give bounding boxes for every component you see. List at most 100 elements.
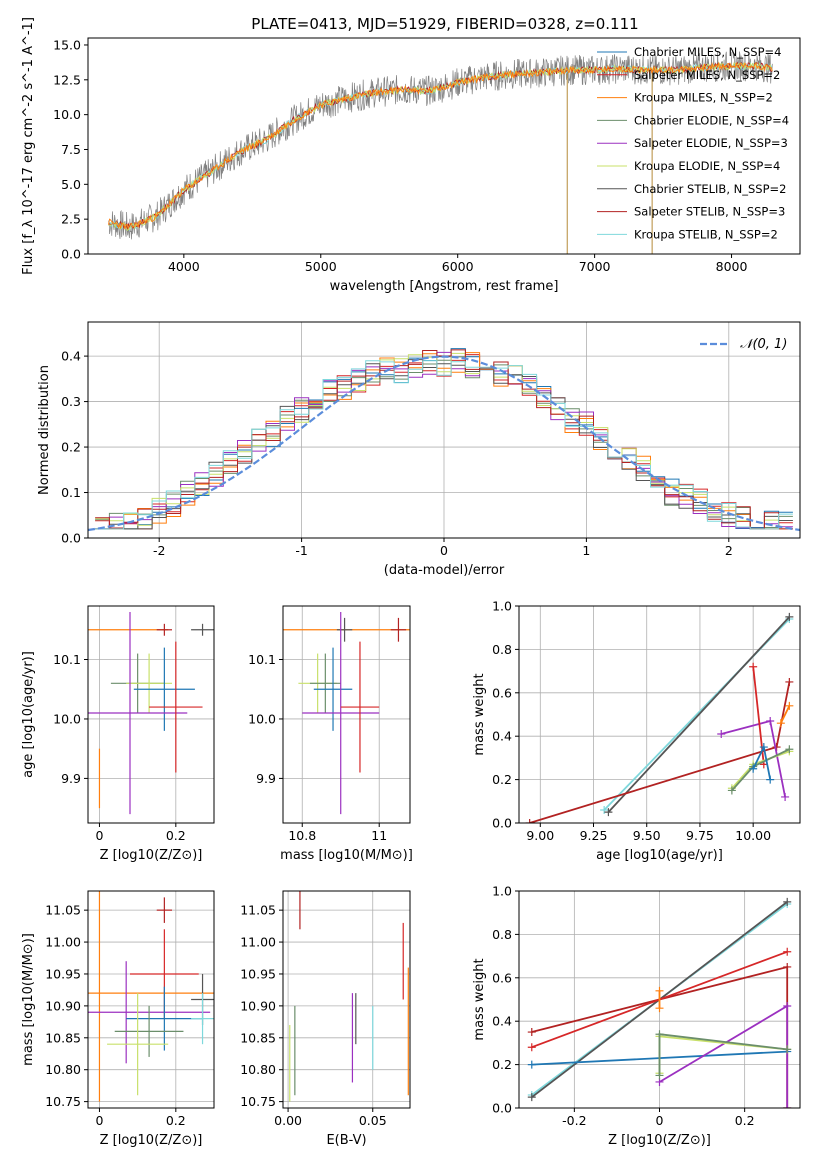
weight-marker (785, 612, 794, 621)
legend: Chabrier MILES, N_SSP=4 Salpeter MILES, N… (597, 45, 789, 241)
plot-area (88, 611, 214, 815)
legend-entry: Chabrier MILES, N_SSP=4 (634, 45, 781, 59)
y-tick-label: 10.0 (53, 711, 81, 726)
x-axis-label: Z [log10(Z/Z⊙)] (100, 1133, 203, 1148)
histogram-step-line (95, 354, 793, 530)
x-axis-label: mass [log10(M/M⊙)] (280, 848, 413, 863)
y-axis-label: Normed distribution (37, 365, 52, 495)
weight-marker (783, 1045, 792, 1054)
legend-entry: Kroupa ELODIE, N_SSP=4 (634, 159, 780, 173)
y-axis-label: mass weight (472, 958, 487, 1040)
y-tick-label: 0.4 (61, 349, 81, 364)
weight-marker (783, 1002, 792, 1011)
panel-age_vs_mass: 10.8 11 9.9 10.0 10.1 mass [log10(M/M⊙)] (248, 605, 413, 863)
axes-frame (518, 890, 801, 1109)
y-tick-label: 10.75 (45, 1094, 81, 1109)
y-axis-label: mass [log10(M/M⊙)] (21, 933, 36, 1066)
weight-marker (527, 1028, 536, 1037)
weight-marker (527, 1060, 536, 1069)
x-tick-label: 6000 (442, 259, 474, 274)
weight-line (731, 750, 790, 789)
histogram-step-line (95, 351, 793, 530)
x-tick-label: -0.2 (562, 1113, 586, 1128)
y-tick-label: 0.6 (492, 685, 512, 700)
figure-title: PLATE=0413, MJD=51929, FIBERID=0328, z=0… (251, 15, 638, 33)
y-tick-label: 0.0 (492, 816, 512, 831)
y-tick-label: 0.4 (492, 729, 512, 744)
legend-entry: Chabrier ELODIE, N_SSP=4 (634, 113, 789, 127)
y-tick-label: 0.2 (61, 440, 81, 455)
axes-frame (282, 605, 411, 824)
plot-area (283, 611, 410, 815)
y-axis-label: Flux [f_λ 10^-17 erg cm^-2 s^-1 A^-1] (21, 17, 36, 275)
weight-marker (783, 962, 792, 971)
weight-marker (655, 1004, 664, 1013)
weight-marker (759, 743, 768, 752)
x-tick-label: 9.75 (686, 828, 714, 843)
y-tick-label: 9.9 (61, 771, 81, 786)
y-tick-label: 9.9 (256, 771, 276, 786)
y-tick-label: 11.05 (240, 903, 276, 918)
plot-area (88, 348, 800, 532)
y-tick-label: 15.0 (53, 37, 81, 52)
legend-entry: 𝒩(0, 1) (740, 337, 787, 352)
weight-line (607, 616, 791, 813)
x-tick-label: 0.05 (359, 1113, 387, 1128)
x-tick-label: 0 (656, 1113, 664, 1128)
weight-marker (776, 719, 785, 728)
x-tick-label: -2 (153, 543, 165, 558)
panel-weight_vs_age: 9.00 9.25 9.50 9.75 10.00 0.0 0.2 0.4 0.6 0.8 1.0 a… (472, 599, 801, 863)
x-axis-label: wavelength [Angstrom, rest frame] (330, 279, 559, 294)
y-tick-label: 10.1 (248, 652, 276, 667)
y-tick-label: 7.5 (61, 142, 81, 157)
x-tick-label: 9.50 (633, 828, 661, 843)
x-tick-label: 0.2 (166, 828, 186, 843)
axes-frame (87, 321, 801, 539)
y-tick-label: 11.00 (240, 935, 276, 950)
weight-marker (600, 805, 609, 814)
x-tick-label: 11 (371, 828, 387, 843)
legend-entry: Salpeter STELIB, N_SSP=3 (634, 205, 785, 219)
plot-area (108, 49, 773, 254)
y-tick-label: 10.1 (53, 652, 81, 667)
model-spectrum-line (108, 61, 773, 230)
axes-frame (518, 605, 801, 824)
weight-marker (785, 745, 794, 754)
y-tick-label: 0.8 (492, 642, 512, 657)
plot-area (88, 891, 214, 1102)
panel-age_vs_Z: 0 0.2 9.9 10.0 10.1 Z [log10(Z/Z⊙)] age [log10… (21, 605, 215, 863)
y-tick-label: 10.75 (240, 1094, 276, 1109)
weight-marker (749, 764, 758, 773)
weight-marker (766, 717, 775, 726)
weight-marker (655, 1071, 664, 1080)
panel-mass_vs_Z: 0 0.2 10.75 10.80 10.85 10.90 10.95 11.00 11.05 Z… (21, 890, 215, 1148)
weight-marker (785, 701, 794, 710)
y-tick-label: 1.0 (492, 884, 512, 899)
x-axis-label: Z [log10(Z/Z⊙)] (608, 1133, 711, 1148)
y-tick-label: 10.80 (240, 1062, 276, 1077)
y-tick-label: 0.4 (492, 1014, 512, 1029)
x-tick-label: 2 (725, 543, 733, 558)
y-tick-label: 0.6 (492, 970, 512, 985)
y-tick-label: 10.85 (45, 1030, 81, 1045)
x-tick-label: 0 (95, 828, 103, 843)
y-tick-label: 0.0 (492, 1101, 512, 1116)
y-tick-label: 0.1 (61, 485, 81, 500)
plot-area (289, 891, 409, 1102)
weight-marker (727, 786, 736, 795)
weight-marker (785, 677, 794, 686)
axes-frame (87, 890, 215, 1109)
weight-marker (604, 808, 613, 817)
y-axis-label: age [log10(age/yr)] (21, 651, 36, 778)
x-tick-label: 10.00 (735, 828, 771, 843)
panel-weight_vs_Z: -0.2 0 0.2 0.0 0.2 0.4 0.6 0.8 1.0 Z [log10(Z/Z⊙)… (472, 884, 801, 1148)
x-axis-label: (data-model)/error (384, 563, 505, 578)
y-tick-label: 10.90 (45, 998, 81, 1013)
weight-marker (527, 1043, 536, 1052)
y-tick-label: 0.0 (61, 531, 81, 546)
x-axis-label: Z [log10(Z/Z⊙)] (100, 848, 203, 863)
x-tick-label: 9.00 (526, 828, 554, 843)
x-tick-label: 8000 (716, 259, 748, 274)
x-tick-label: 7000 (579, 259, 611, 274)
weight-marker (717, 730, 726, 739)
